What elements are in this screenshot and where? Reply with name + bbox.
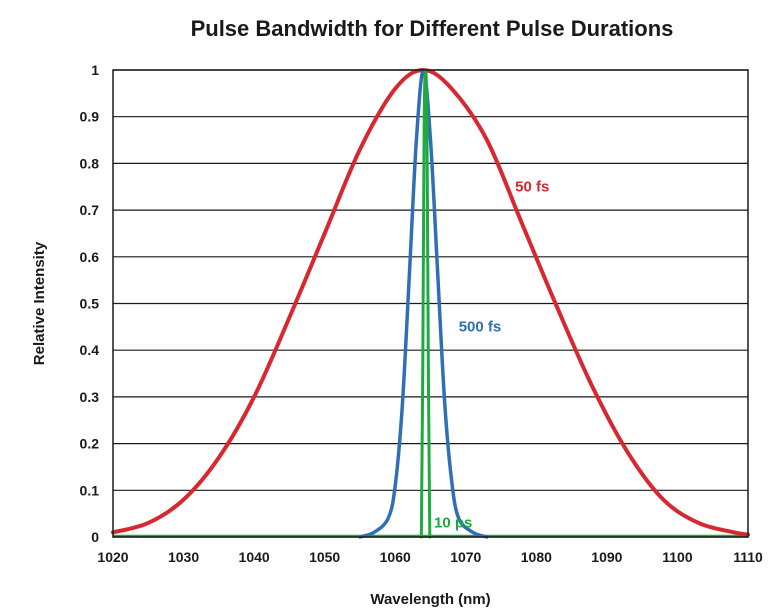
y-tick-label: 0.1 [80, 482, 100, 498]
series-line-50-fs [111, 68, 750, 537]
x-tick-label: 1080 [521, 549, 552, 565]
x-tick-label: 1040 [239, 549, 270, 565]
y-tick-label: 0.2 [80, 436, 100, 452]
y-tick-label: 0.4 [80, 342, 100, 358]
series-label-50-fs: 50 fs [515, 178, 549, 195]
x-tick-label: 1070 [450, 549, 481, 565]
x-tick-label: 1090 [591, 549, 622, 565]
x-tick-label: 1050 [309, 549, 340, 565]
y-tick-label: 0 [91, 529, 99, 545]
x-tick-label: 1020 [97, 549, 128, 565]
y-tick-label: 0.9 [80, 109, 100, 125]
y-tick-label: 0.7 [80, 202, 100, 218]
y-tick-label: 0.6 [80, 249, 100, 265]
plot-frame [112, 69, 749, 538]
series-label-500-fs: 500 fs [459, 319, 502, 336]
y-tick-label: 0.5 [80, 296, 100, 312]
y-axis-label: Relative Intensity [31, 241, 48, 365]
y-tick-label: 0.3 [80, 389, 100, 405]
y-tick-label: 0.8 [80, 155, 100, 171]
tick-labels: 0 0.1 0.2 0.3 0.4 0.5 0.6 0.7 0.8 0.9 1 1020 1030 104… [80, 62, 763, 565]
x-tick-label: 1100 [662, 549, 693, 565]
x-tick-label: 1030 [168, 549, 199, 565]
annotations: 50 fs 500 fs 10 ps [434, 178, 549, 531]
series-label-10-ps: 10 ps [434, 515, 472, 532]
chart-title: Pulse Bandwidth for Different Pulse Dura… [191, 16, 674, 41]
y-tick-label: 1 [91, 62, 99, 78]
x-axis-label: Wavelength (nm) [370, 591, 490, 608]
x-tick-label: 1110 [733, 549, 763, 565]
x-tick-label: 1060 [380, 549, 411, 565]
